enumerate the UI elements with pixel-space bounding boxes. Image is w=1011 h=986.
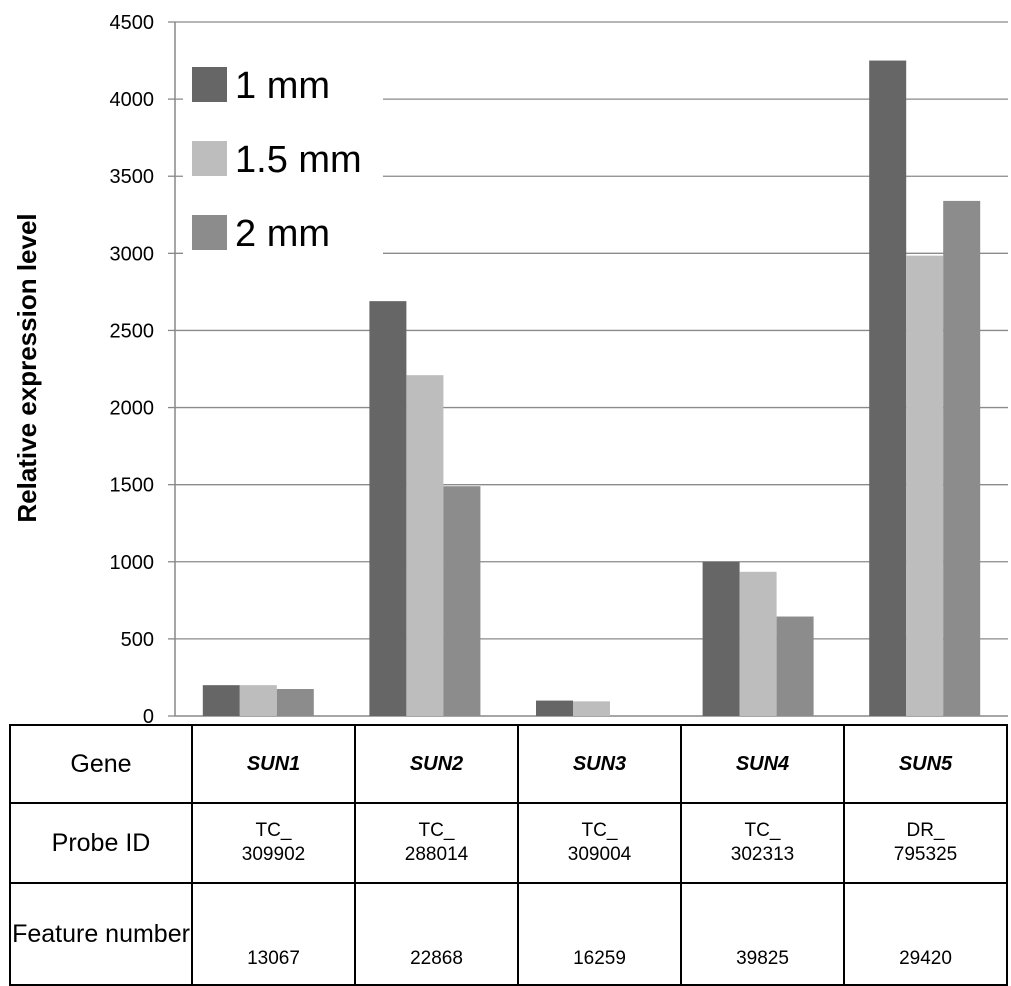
probe-prefix: TC_	[581, 820, 618, 841]
legend-label-2: 1.5 mm	[235, 139, 362, 181]
bar-sun2-1	[369, 301, 407, 716]
y-tick-label-3500: 3500	[110, 166, 155, 188]
gene-cell-sun4: SUN4	[680, 724, 845, 804]
y-tick-label-500: 500	[121, 629, 154, 651]
probe-cell: TC_ 309902	[191, 802, 356, 884]
bar-sun5-3	[943, 200, 981, 717]
probe-prefix: TC_	[418, 820, 455, 841]
y-tick-label-1500: 1500	[110, 475, 155, 497]
feature-row: Feature number 13067 22868 16259 39825 2…	[9, 882, 1008, 986]
probe-prefix: TC_	[255, 820, 292, 841]
probe-number: 309902	[241, 844, 306, 865]
legend-swatch-1	[192, 67, 227, 102]
feature-cell: 39825	[680, 882, 845, 986]
gene-cell-sun3: SUN3	[517, 724, 682, 804]
probe-cell: TC_ 288014	[354, 802, 519, 884]
y-tick-label-1000: 1000	[110, 552, 155, 574]
bar-sun4-2	[739, 571, 777, 716]
bar-sun3-2	[573, 701, 610, 716]
y-tick-label-0: 0	[143, 706, 154, 724]
bar-sun5-1	[869, 60, 907, 717]
y-tick-label-4500: 4500	[110, 12, 155, 34]
legend: 1 mm 1.5 mm 2 mm	[183, 50, 383, 280]
probe-number: 795325	[893, 844, 958, 865]
bar-sun1-1	[202, 685, 240, 716]
gene-row-header: Gene	[9, 724, 193, 804]
y-tick-label-2000: 2000	[110, 398, 155, 420]
probe-cell: TC_ 302313	[680, 802, 845, 884]
feature-cell: 29420	[843, 882, 1008, 986]
feature-cell: 16259	[517, 882, 682, 986]
gene-cell-sun5: SUN5	[843, 724, 1008, 804]
gene-info-table: Gene SUN1 SUN2 SUN3 SUN4 SUN5 Probe ID T…	[9, 724, 1008, 986]
probe-cell: TC_ 309004	[517, 802, 682, 884]
bar-sun2-2	[406, 375, 444, 716]
gene-cell-sun2: SUN2	[354, 724, 519, 804]
bar-sun4-1	[702, 561, 740, 716]
y-tick-label-4000: 4000	[110, 89, 155, 111]
bar-sun5-2	[906, 255, 944, 716]
bar-chart: 0 500 1000 1500 2000 2500 3000 3500 4000 4500 1 m…	[12, 12, 1008, 724]
y-tick-label-3000: 3000	[110, 243, 155, 265]
legend-swatch-3	[192, 215, 227, 250]
probe-row: Probe ID TC_ 309902 TC_ 288014 TC_ 30900…	[9, 802, 1008, 884]
bar-sun3-1	[536, 700, 573, 716]
feature-cell: 22868	[354, 882, 519, 986]
bars	[202, 60, 981, 717]
y-axis-label: Relative expression level	[12, 213, 42, 522]
probe-number: 302313	[730, 844, 795, 865]
probe-prefix: DR_	[906, 820, 945, 841]
y-tick-labels: 0 500 1000 1500 2000 2500 3000 3500 4000 4500	[110, 12, 175, 724]
probe-cell: DR_ 795325	[843, 802, 1008, 884]
gene-row: Gene SUN1 SUN2 SUN3 SUN4 SUN5	[9, 724, 1008, 804]
bar-sun4-3	[776, 616, 814, 716]
bar-sun1-3	[276, 689, 314, 716]
y-tick-label-2500: 2500	[110, 320, 155, 342]
feature-row-header: Feature number	[9, 882, 193, 986]
probe-number: 288014	[404, 844, 469, 865]
legend-label-1: 1 mm	[235, 65, 330, 107]
probe-row-header: Probe ID	[9, 802, 193, 884]
feature-cell: 13067	[191, 882, 356, 986]
probe-prefix: TC_	[744, 820, 781, 841]
legend-swatch-2	[192, 141, 227, 176]
bar-sun1-2	[239, 685, 277, 716]
gene-cell-sun1: SUN1	[191, 724, 356, 804]
bar-sun2-3	[443, 486, 481, 716]
legend-label-3: 2 mm	[235, 213, 330, 255]
probe-number: 309004	[567, 844, 632, 865]
